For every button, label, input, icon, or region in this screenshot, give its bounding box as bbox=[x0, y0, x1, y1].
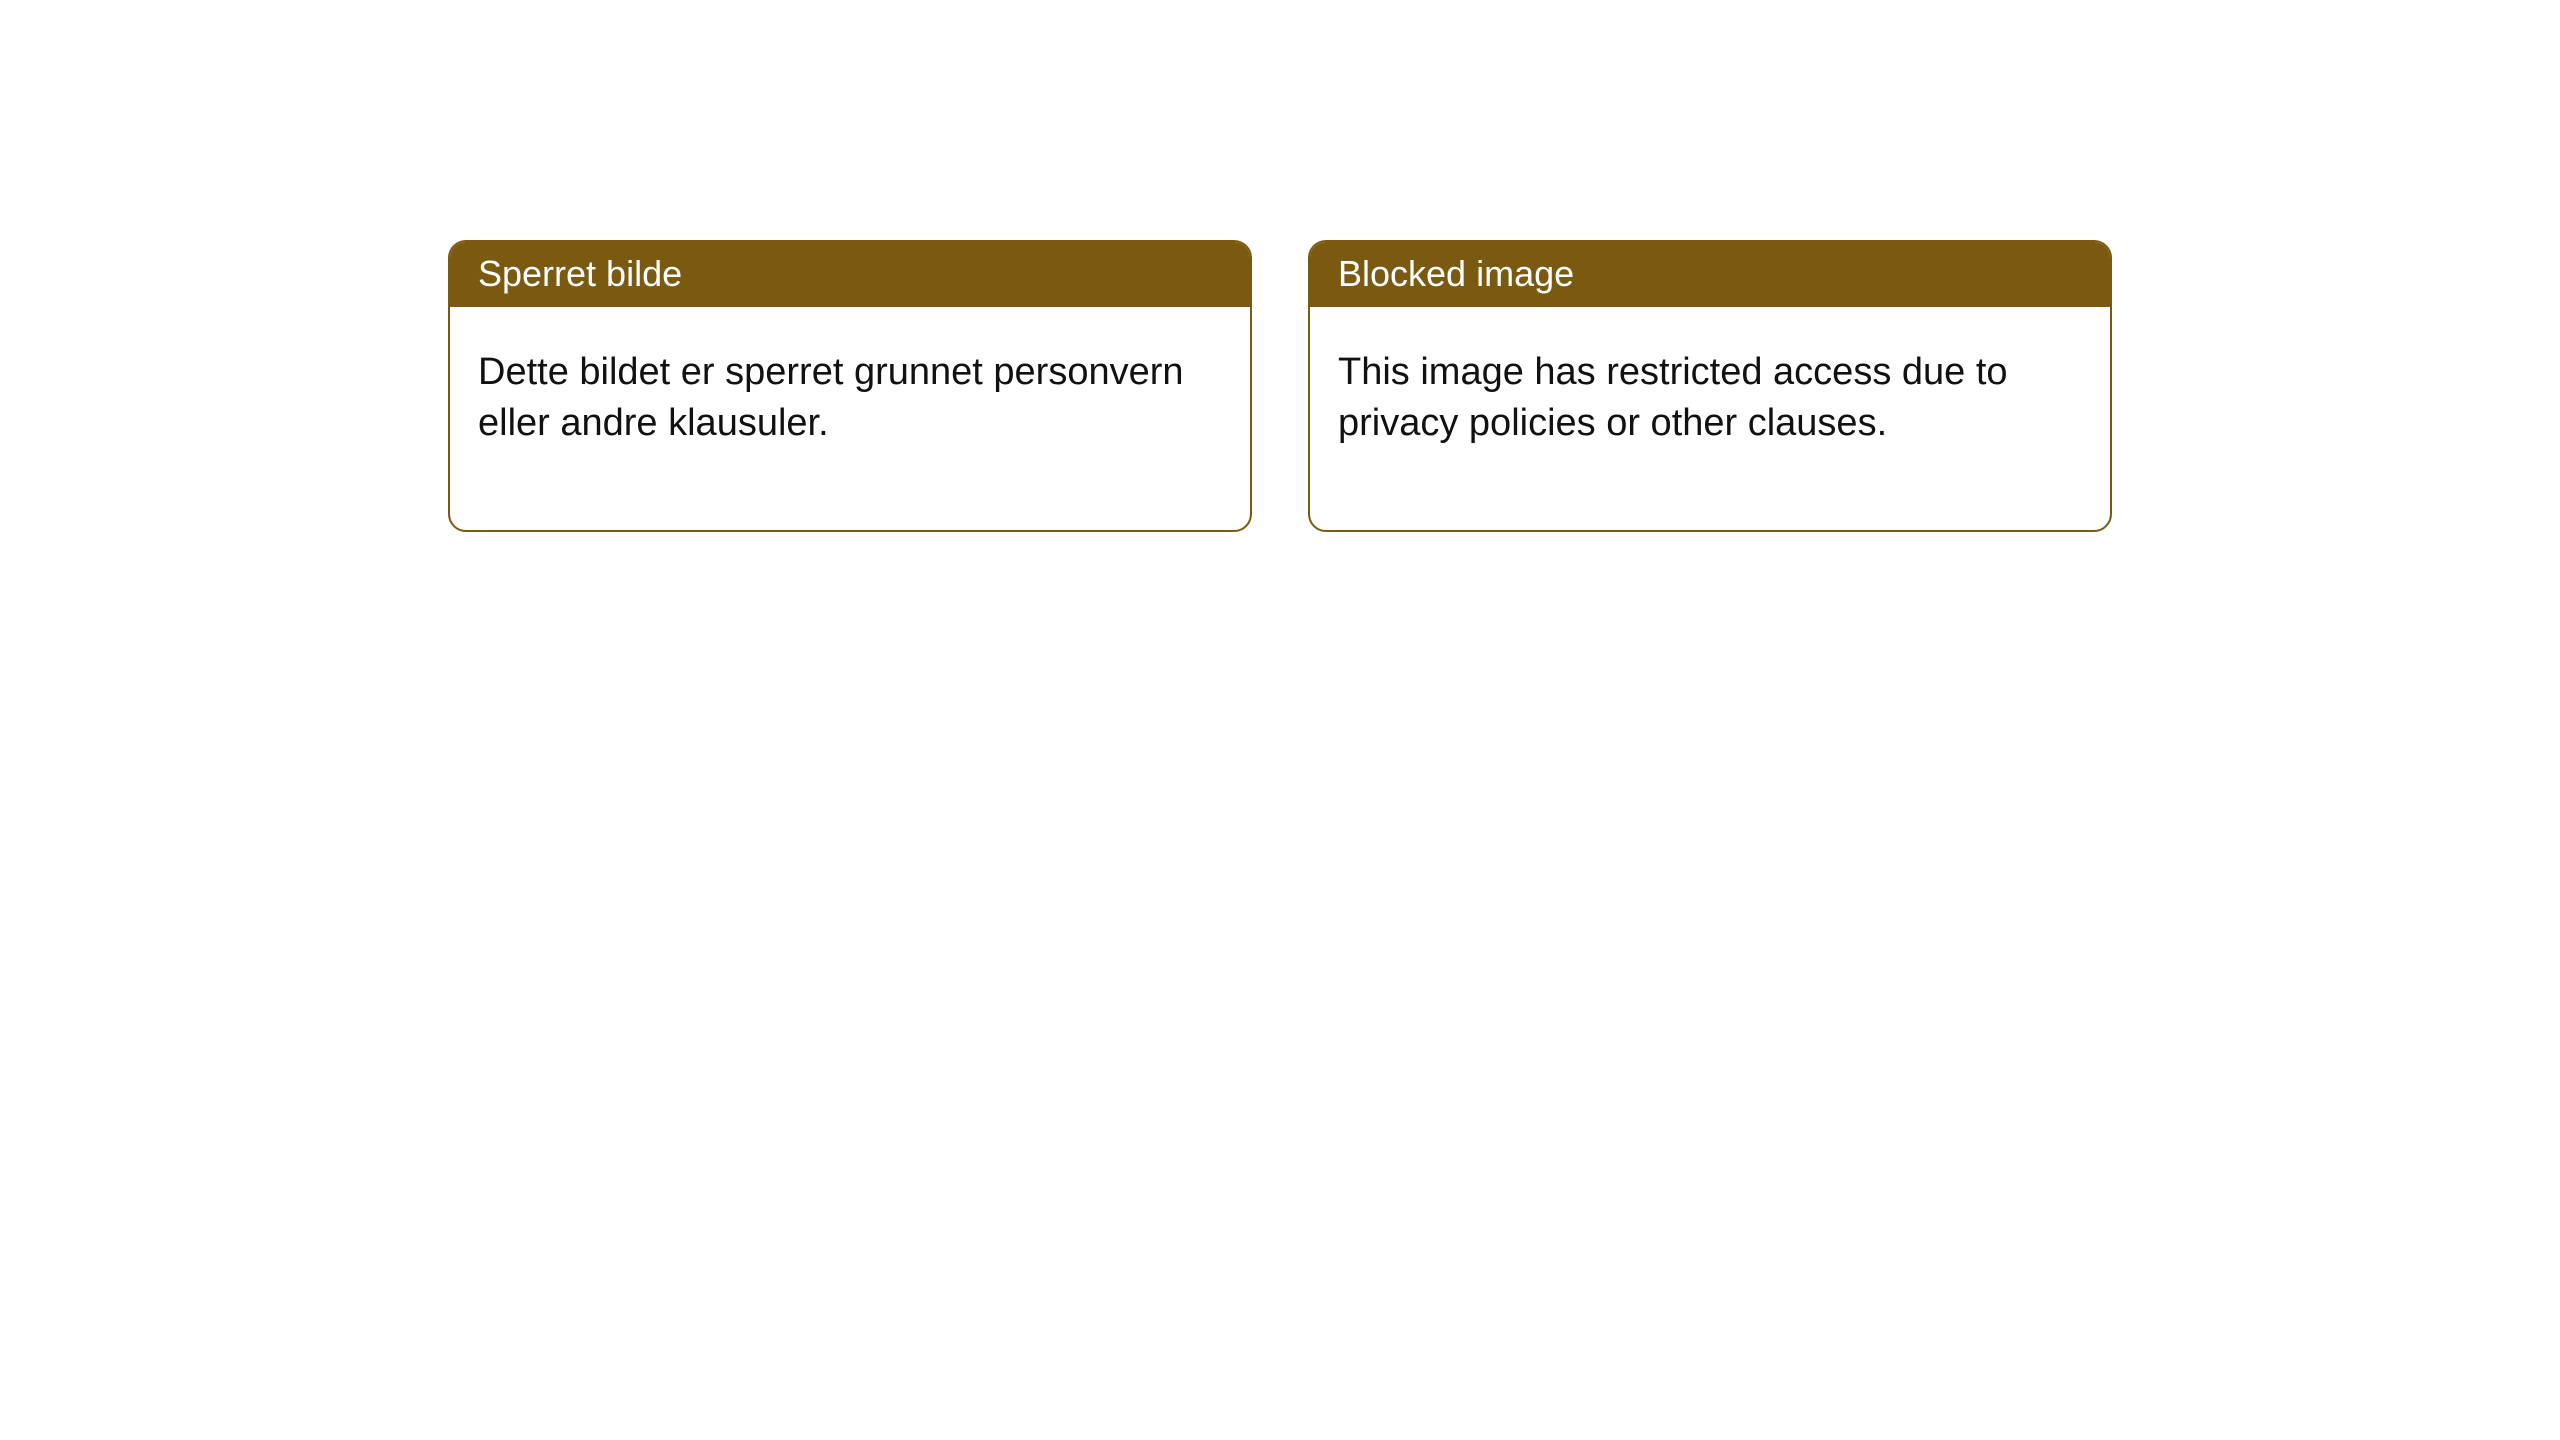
card-header: Blocked image bbox=[1310, 242, 2110, 307]
notice-card-english: Blocked image This image has restricted … bbox=[1308, 240, 2112, 532]
card-body: This image has restricted access due to … bbox=[1310, 307, 2110, 530]
notice-cards-container: Sperret bilde Dette bildet er sperret gr… bbox=[0, 0, 2560, 532]
notice-card-norwegian: Sperret bilde Dette bildet er sperret gr… bbox=[448, 240, 1252, 532]
card-body: Dette bildet er sperret grunnet personve… bbox=[450, 307, 1250, 530]
card-header: Sperret bilde bbox=[450, 242, 1250, 307]
